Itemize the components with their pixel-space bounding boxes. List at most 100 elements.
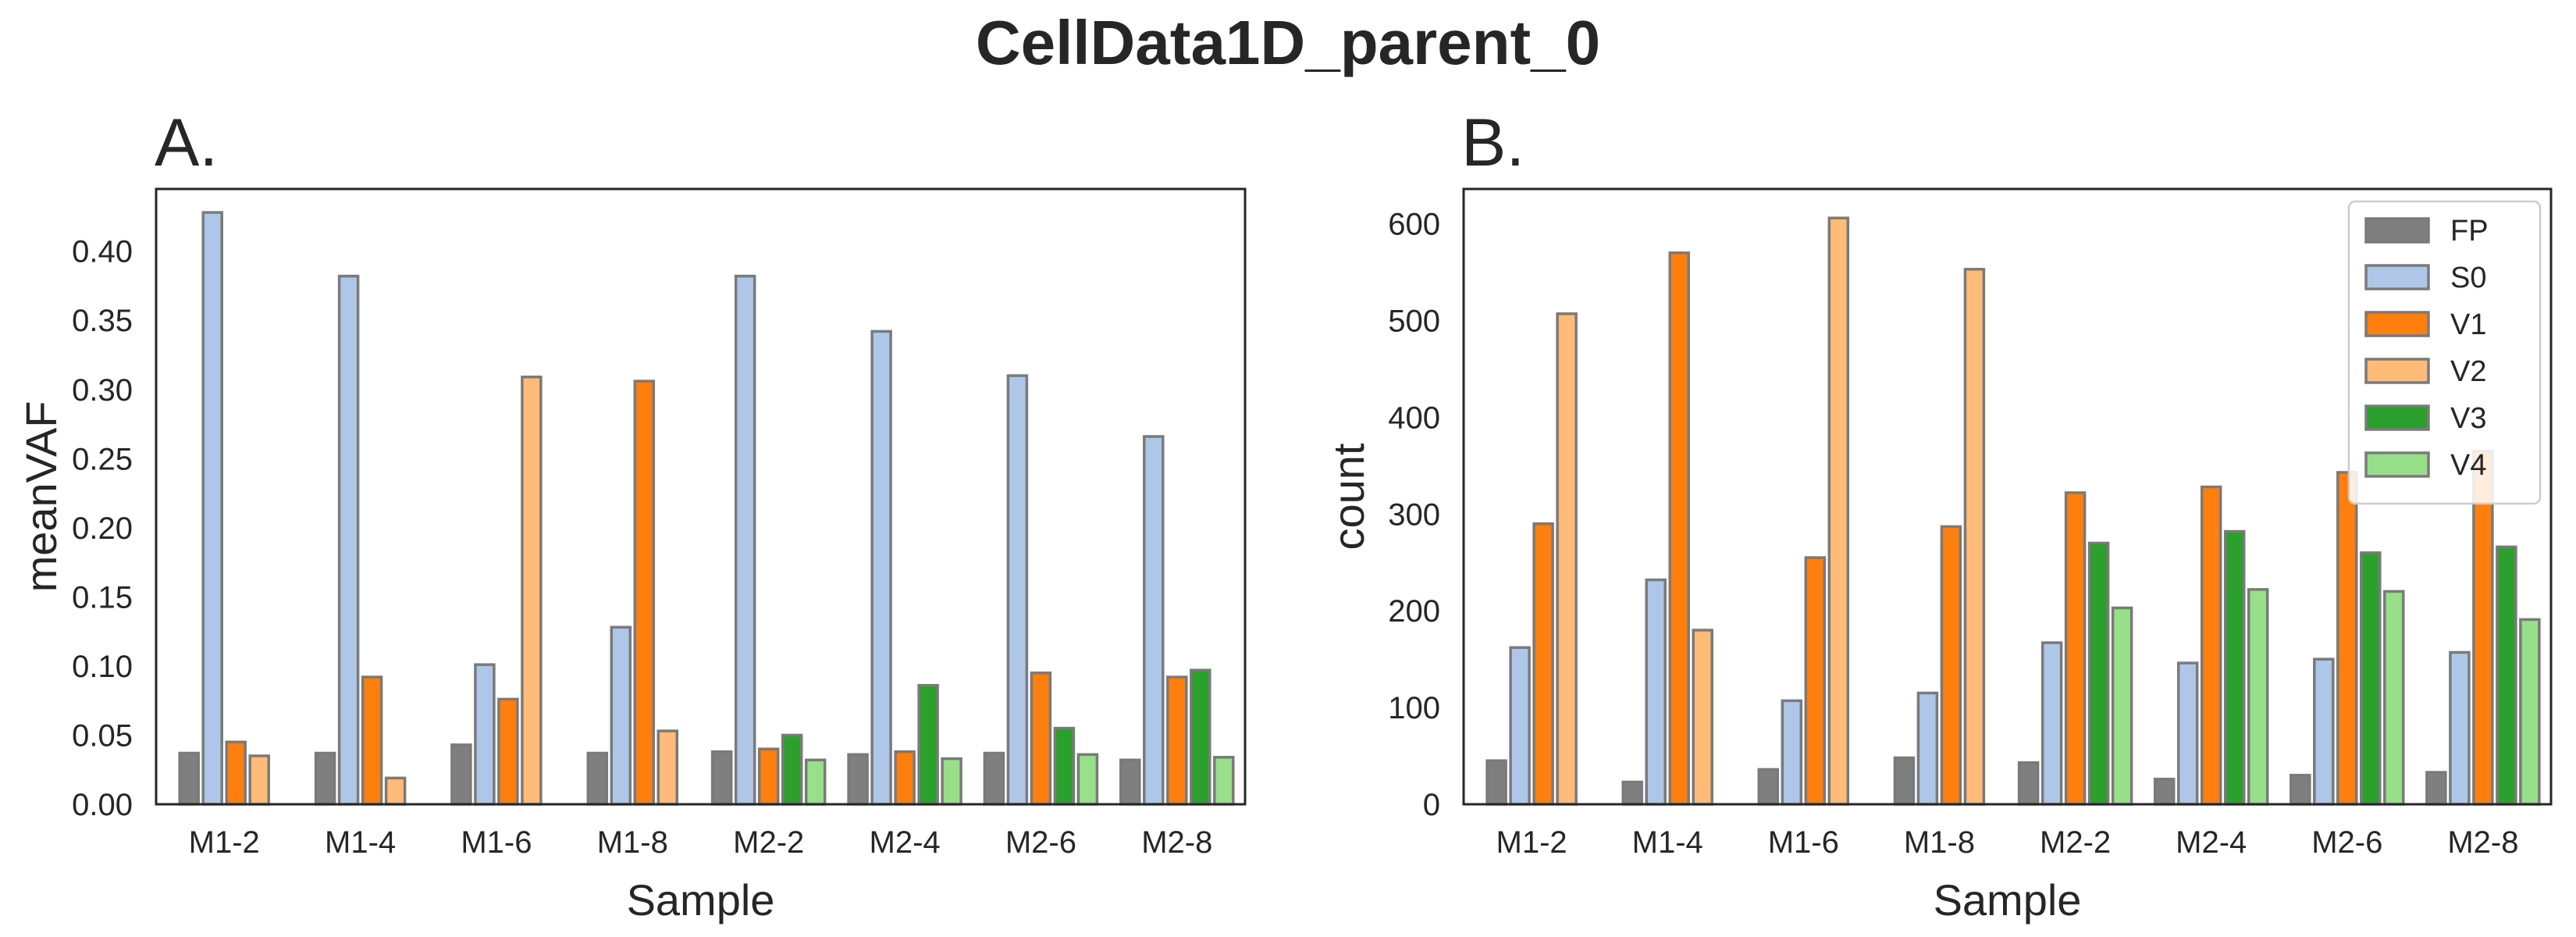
panel-b-bar-s0-m1-2: [1509, 646, 1531, 806]
panel-a-ytick-label: 0.20: [72, 511, 133, 546]
panel-a-bar-s0-m1-8: [610, 625, 632, 806]
panel-a-bar-s0-m2-8: [1143, 435, 1165, 806]
panel-a-bar-fp-m2-6: [983, 751, 1005, 806]
panel-a-ytick-label: 0.00: [72, 788, 133, 822]
panel-b-bar-fp-m1-4: [1621, 780, 1643, 806]
panel-b-bar-v3-m2-8: [2496, 545, 2517, 806]
panel-b-bar-v1-m2-6: [2336, 471, 2358, 806]
panel-a-bar-v4-m2-8: [1213, 756, 1235, 806]
panel-b-xtick-label: M2-2: [2040, 825, 2111, 860]
figure-suptitle: CellData1D_parent_0: [976, 8, 1600, 77]
panel-b-bar-fp-m1-2: [1485, 759, 1507, 806]
panel-b-xtick-label: M2-6: [2311, 825, 2382, 860]
panel-a-xlabel: Sample: [627, 875, 775, 925]
panel-a-ytick-label: 0.15: [72, 580, 133, 615]
panel-a-bar-fp-m1-6: [450, 743, 472, 806]
panel-a-bar-v3-m2-2: [781, 733, 803, 806]
panel-b-bar-s0-m2-8: [2449, 650, 2471, 806]
panel-a-bar-fp-m1-2: [178, 751, 200, 806]
panel-b-bar-v1-m2-4: [2200, 485, 2222, 806]
panel-b-bar-v2-m1-6: [1827, 216, 1850, 806]
panel-a-ytick-label: 0.35: [72, 304, 133, 338]
panel-a-xtick-label: M1-4: [325, 825, 396, 860]
panel-a-ylabel: meanVAF: [16, 401, 66, 593]
panel-b-ytick-label: 500: [1388, 305, 1440, 339]
panel-a-bar-v1-m1-8: [633, 379, 656, 806]
panel-a-ytick-label: 0.25: [72, 442, 133, 476]
panel-a-bar-v1-m2-6: [1030, 672, 1052, 806]
panel-b-bar-v2-m1-4: [1692, 629, 1713, 806]
panel-b-bar-v4-m2-4: [2247, 588, 2269, 806]
panel-a-bar-v1-m1-6: [497, 697, 519, 806]
panel-b-bar-v4-m2-6: [2383, 590, 2405, 806]
panel-b-legend-label-v1: V1: [2450, 308, 2486, 341]
panel-b-xtick-label: M2-8: [2447, 825, 2518, 860]
panel-b-legend-swatch-v3: [2364, 404, 2430, 431]
panel-a-bar-s0-m2-6: [1006, 374, 1029, 806]
panel-a-bar-v4-m2-6: [1076, 753, 1099, 806]
panel-b-legend-swatch-s0: [2364, 264, 2430, 290]
panel-a-bar-fp-m1-4: [314, 751, 336, 806]
panel-a-bar-s0-m2-4: [870, 330, 892, 806]
panel-a-bar-v2-m1-8: [656, 729, 679, 806]
panel-a-bar-fp-m2-4: [847, 753, 869, 806]
panel-a-bars: [178, 211, 1235, 806]
panel-b-bar-fp-m1-8: [1893, 756, 1916, 806]
panel-b-bar-fp-m2-2: [2017, 761, 2040, 806]
panel-b-legend-label-fp: FP: [2450, 215, 2489, 248]
panel-a-axes-frame: [155, 187, 1247, 806]
panel-b-bar-v3-m2-2: [2087, 541, 2110, 806]
panel-a-title: A.: [155, 105, 218, 180]
panel-b-ytick-label: 300: [1388, 497, 1440, 532]
panel-b-ytick-label: 100: [1388, 691, 1440, 725]
panel-b-xlabel: Sample: [1934, 875, 2082, 925]
panel-a-bar-s0-m1-4: [337, 274, 360, 806]
panel-a-bar-fp-m1-8: [586, 751, 609, 806]
panel-b-legend-swatch-v2: [2364, 358, 2430, 384]
panel-a-bar-v1-m2-2: [757, 747, 780, 806]
panel-b-bar-v2-m1-8: [1963, 268, 1986, 806]
panel-a-ytick-label: 0.30: [72, 373, 133, 408]
panel-b-legend-label-v3: V3: [2450, 402, 2486, 435]
panel-b-legend-swatch-v4: [2364, 451, 2430, 478]
panel-b-ylabel: count: [1324, 443, 1373, 550]
panel-b-bar-v3-m2-4: [2223, 529, 2246, 806]
panel-a-bar-v1-m1-2: [225, 740, 247, 806]
panel-a-bar-v4-m2-2: [804, 758, 827, 806]
panel-a-bar-s0-m1-6: [474, 663, 496, 806]
panel-b-legend-swatch-v1: [2364, 311, 2430, 337]
panel-a: 0.00 0.05 0.10 0.15 0.20 0.25 0.30 0.35 0.40 M1-2…: [16, 105, 1247, 925]
panel-a-bar-v1-m1-4: [361, 675, 383, 806]
panel-a-ytick-label: 0.05: [72, 719, 133, 754]
panel-b-bar-fp-m2-6: [2290, 774, 2311, 806]
panel-b-ytick-label: 0: [1423, 788, 1440, 822]
panel-b-bar-v4-m2-8: [2519, 618, 2541, 806]
panel-b-bar-s0-m2-2: [2041, 641, 2063, 806]
panel-a-bar-v4-m2-4: [941, 757, 962, 806]
panel-a-xtick-label: M1-6: [461, 825, 532, 860]
panel-b: 0 100 200 300 400 500 600 M1-2 M1-4 M1-6 M1-8 M2-2 M…: [1324, 105, 2553, 925]
panel-b-bar-v2-m1-2: [1556, 312, 1578, 806]
panel-a-xtick-label: M2-6: [1005, 825, 1076, 860]
panel-a-xtick-label: M2-2: [733, 825, 804, 860]
panel-a-bar-v2-m1-4: [384, 776, 407, 806]
panel-b-xtick-label: M1-6: [1768, 825, 1839, 860]
panel-b-bar-s0-m1-6: [1781, 699, 1803, 806]
panel-b-bars: [1485, 216, 2541, 806]
panel-b-legend-label-v4: V4: [2450, 449, 2486, 482]
panel-b-legend-swatch-fp: [2364, 217, 2430, 244]
panel-b-xtick-label: M2-4: [2176, 825, 2247, 860]
panel-b-legend-label-v2: V2: [2450, 355, 2486, 388]
panel-b-bar-s0-m2-4: [2176, 661, 2199, 806]
panel-b-bar-fp-m2-8: [2425, 771, 2447, 806]
panel-b-axes-frame: [1462, 187, 2553, 806]
panel-a-bar-v2-m1-6: [521, 376, 543, 806]
panel-a-bar-s0-m1-2: [201, 211, 223, 806]
panel-b-bar-fp-m2-4: [2153, 778, 2176, 806]
panel-b-bar-v1-m1-8: [1940, 525, 1962, 806]
panel-a-bar-v3-m2-4: [917, 683, 939, 806]
panel-a-ytick-label: 0.40: [72, 235, 133, 269]
panel-b-bar-s0-m1-4: [1645, 578, 1667, 806]
panel-a-bar-v3-m2-6: [1053, 726, 1076, 806]
